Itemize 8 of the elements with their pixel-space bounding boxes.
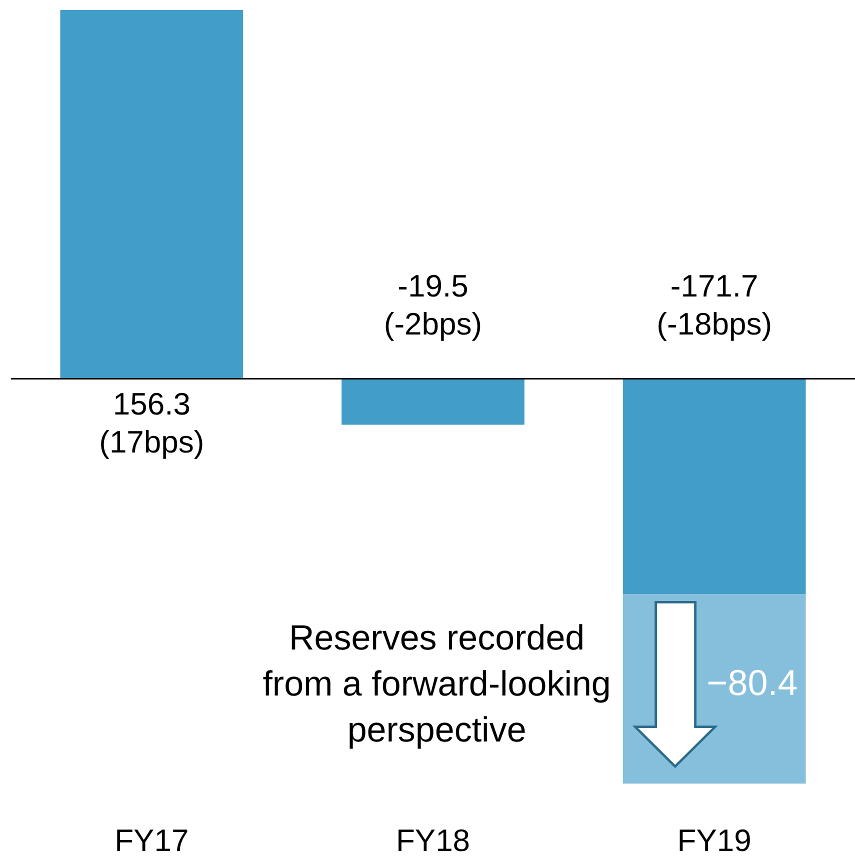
total-label: 156.3 (17bps) — [99, 386, 204, 460]
x-tick-label: FY17 — [114, 822, 189, 858]
total-label: -171.7 (-18bps) — [656, 268, 772, 342]
x-tick-label: FY18 — [396, 822, 470, 858]
annotation: Reserves recorded from a forward-looking perspective — [262, 618, 611, 750]
data-label: −80.4 — [706, 662, 798, 703]
x-tick-label: FY19 — [677, 822, 752, 858]
total-label: -19.5 (-2bps) — [384, 268, 482, 342]
